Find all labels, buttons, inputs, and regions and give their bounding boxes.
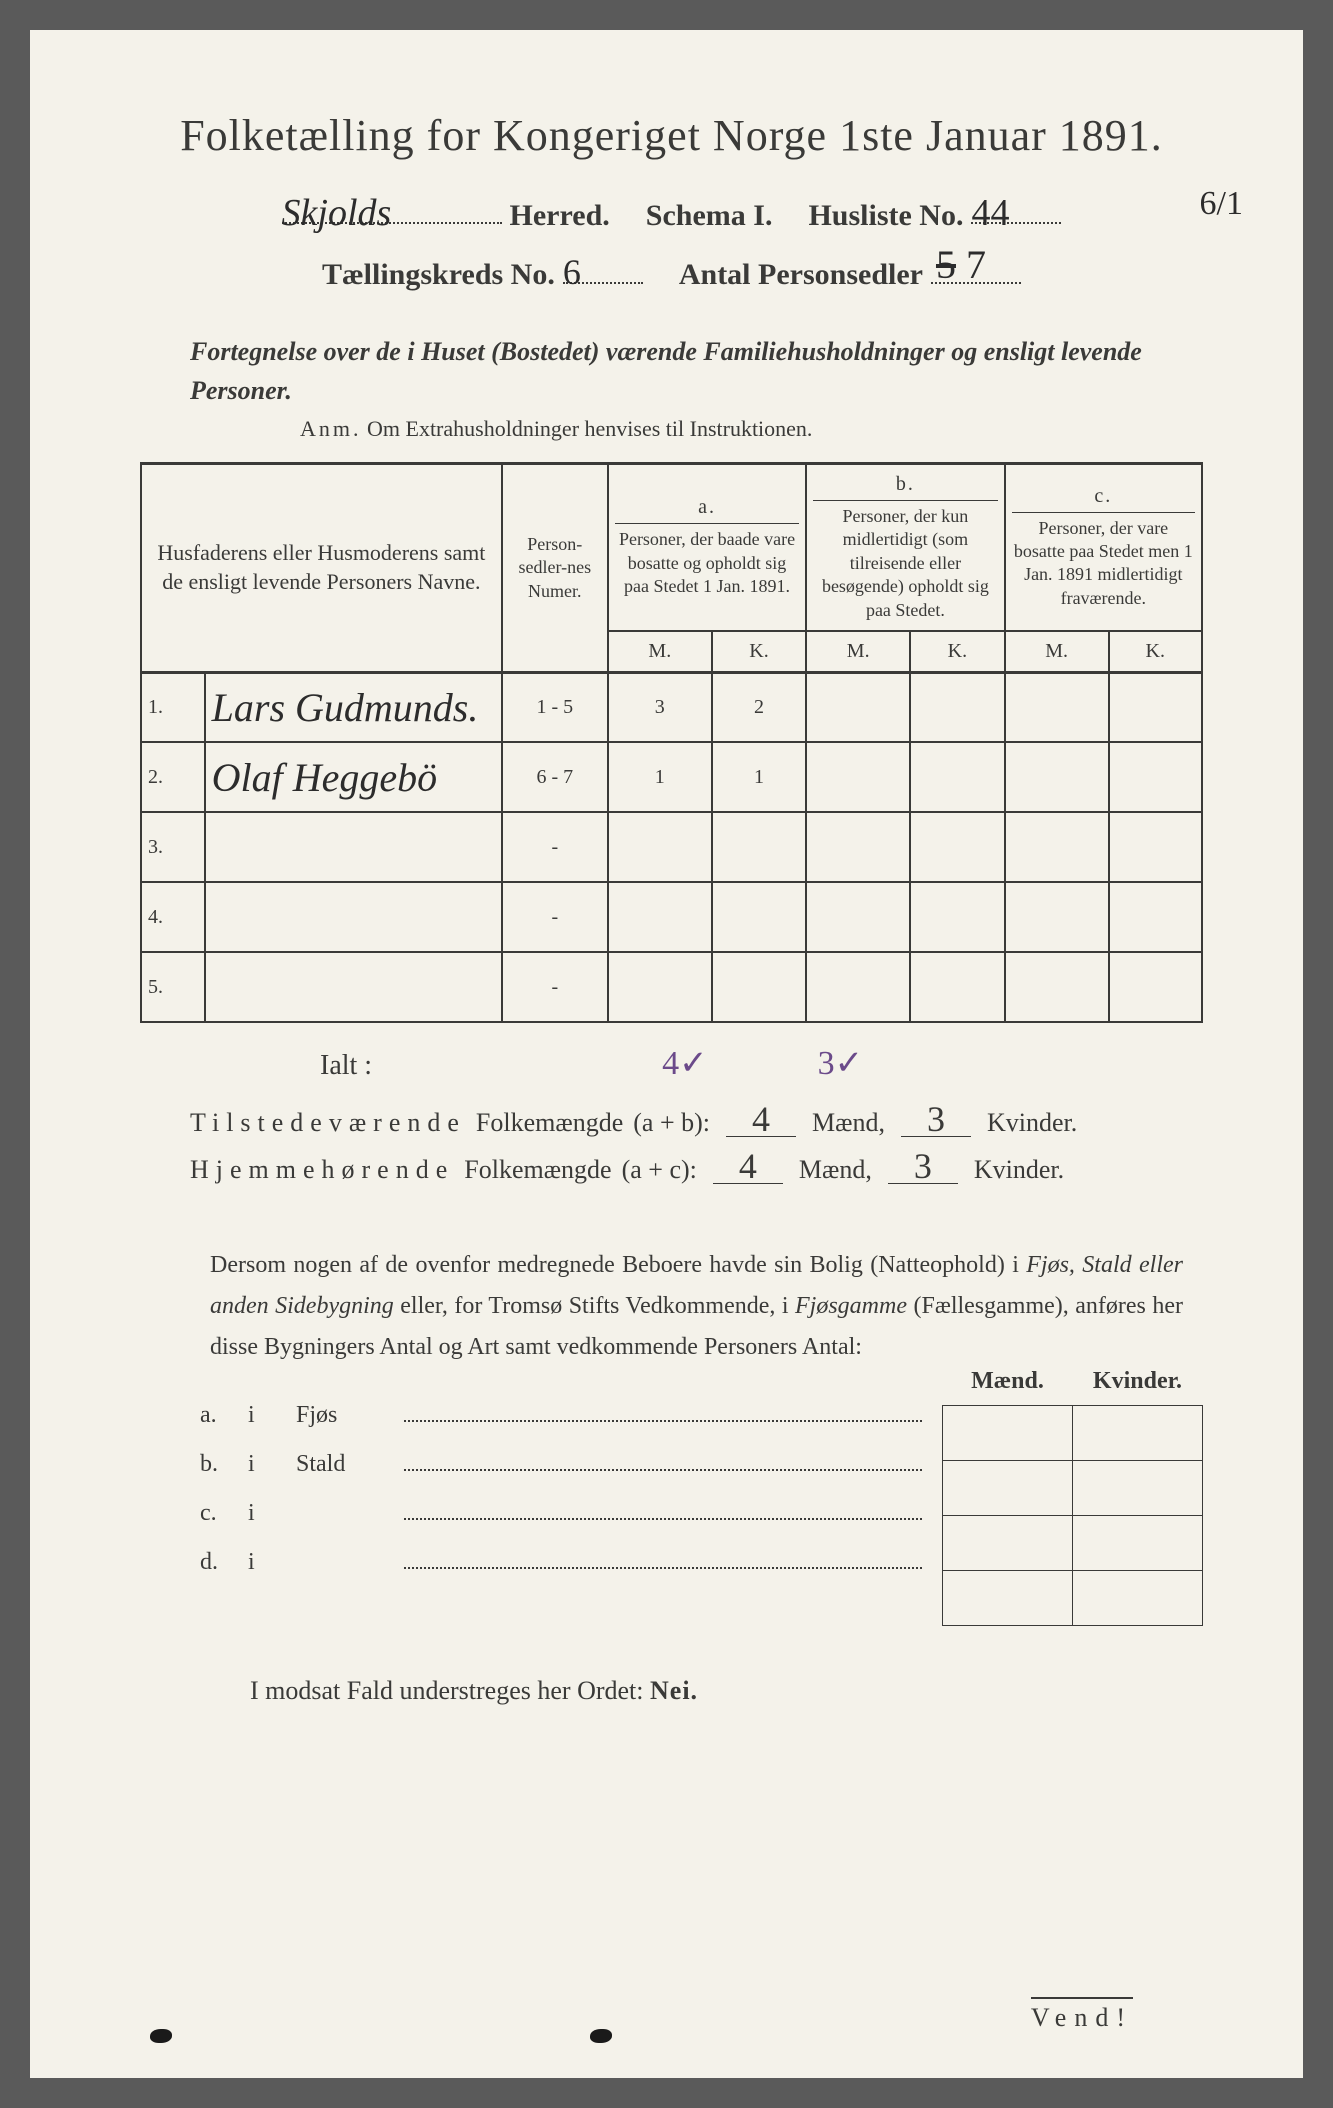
col-a-letter: a. — [615, 496, 799, 524]
table-row: 3.- — [141, 812, 1202, 882]
outbuilding-list: a.iFjøs b.iStald c.i d.i — [200, 1398, 922, 1626]
th-a-k: K. — [712, 631, 806, 673]
sum1-word: Folkemængde — [476, 1108, 623, 1138]
mk-cell — [943, 1460, 1073, 1515]
ink-blot-icon — [150, 2029, 172, 2043]
antal-struck: 5 — [936, 241, 956, 288]
th-names: Husfaderens eller Husmoderens samt de en… — [148, 539, 495, 596]
outbuilding-row: c.i — [200, 1496, 922, 1527]
sum2-label: Hjemmehørende — [190, 1155, 454, 1185]
kvinder-2: Kvinder. — [974, 1155, 1064, 1185]
mk-cell — [1073, 1405, 1203, 1460]
outbuilding-row: b.iStald — [200, 1447, 922, 1478]
sum1-m: 4 — [726, 1103, 796, 1136]
table-row: 1.Lars Gudmunds.1 - 532 — [141, 672, 1202, 742]
herred-value: Skjolds — [282, 192, 392, 234]
mk-head-m: Mænd. — [943, 1358, 1073, 1406]
col-c-head: Personer, der vare bosatte paa Stedet me… — [1012, 517, 1195, 611]
sum1-formula: (a + b): — [633, 1108, 710, 1138]
sum-line-1: Tilstedeværende Folkemængde (a + b): 4 M… — [190, 1103, 1203, 1138]
th-a-m: M. — [608, 631, 712, 673]
outbuilding-row: d.i — [200, 1545, 922, 1576]
ialt-m: 4✓ — [662, 1043, 708, 1083]
ink-blot-icon — [590, 2029, 612, 2043]
schema-label: Schema I. — [646, 199, 773, 233]
outbuilding-row: a.iFjøs — [200, 1398, 922, 1429]
maend-1: Mænd, — [812, 1108, 885, 1138]
mk-table: Mænd. Kvinder. — [942, 1358, 1203, 1626]
mk-cell — [1073, 1515, 1203, 1570]
sum1-k: 3 — [901, 1103, 971, 1136]
kreds-value: 6 — [563, 252, 581, 292]
table-row: 4.- — [141, 882, 1202, 952]
census-form-page: Folketælling for Kongeriget Norge 1ste J… — [30, 30, 1303, 2078]
kreds-label: Tællingskreds No. — [322, 258, 555, 292]
mk-cell — [1073, 1460, 1203, 1515]
header-line-2: Tællingskreds No. 6 Antal Personsedler 5… — [140, 251, 1203, 292]
household-table: Husfaderens eller Husmoderens samt de en… — [140, 462, 1203, 1023]
margin-note: 6/1 — [1200, 185, 1243, 223]
anm-text: Om Extrahusholdninger henvises til Instr… — [367, 416, 812, 441]
mk-cell — [1073, 1570, 1203, 1625]
th-numer: Person-sedler-nes Numer. — [509, 533, 601, 603]
col-b-letter: b. — [813, 473, 997, 501]
sum2-formula: (a + c): — [622, 1155, 697, 1185]
husliste-label: Husliste No. — [808, 199, 963, 233]
header-line-1: Skjolds Herred. Schema I. Husliste No. 4… — [140, 191, 1203, 233]
ialt-label: Ialt : — [320, 1050, 372, 1082]
antal-value: 7 — [966, 241, 986, 288]
nei-text: I modsat Fald understreges her Ordet: — [250, 1676, 644, 1705]
mk-head-k: Kvinder. — [1073, 1358, 1203, 1406]
sum2-word: Folkemængde — [464, 1155, 611, 1185]
subtitle: Fortegnelse over de i Huset (Bostedet) v… — [190, 332, 1203, 410]
mk-cell — [943, 1515, 1073, 1570]
husliste-value: 44 — [971, 192, 1009, 234]
th-c-k: K. — [1109, 631, 1202, 673]
col-c-letter: c. — [1012, 485, 1195, 513]
page-title: Folketælling for Kongeriget Norge 1ste J… — [140, 110, 1203, 161]
mk-cell — [943, 1405, 1073, 1460]
maend-2: Mænd, — [799, 1155, 872, 1185]
sum1-label: Tilstedeværende — [190, 1108, 466, 1138]
table-row: 2.Olaf Heggebö6 - 711 — [141, 742, 1202, 812]
sum-line-2: Hjemmehørende Folkemængde (a + c): 4 Mæn… — [190, 1150, 1203, 1185]
th-b-k: K. — [910, 631, 1004, 673]
table-row: 5.- — [141, 952, 1202, 1022]
ialt-k: 3✓ — [818, 1043, 864, 1083]
ialt-row: Ialt : 4✓ 3✓ — [320, 1043, 1203, 1083]
sum2-k: 3 — [888, 1150, 958, 1183]
nei-word: Nei. — [650, 1676, 698, 1705]
vend-label: Vend! — [1031, 1997, 1133, 2033]
nei-line: I modsat Fald understreges her Ordet: Ne… — [250, 1676, 1203, 1706]
mk-cell — [943, 1570, 1073, 1625]
col-b-head: Personer, der kun midlertidigt (som tilr… — [813, 505, 997, 622]
anm-label: Anm. — [300, 416, 362, 441]
outbuilding-paragraph: Dersom nogen af de ovenfor medregnede Be… — [210, 1245, 1183, 1367]
outbuilding-section: a.iFjøsb.iStaldc.id.i Mænd. Kvinder. — [200, 1398, 1203, 1626]
kvinder-1: Kvinder. — [987, 1108, 1077, 1138]
herred-label: Herred. — [510, 199, 610, 233]
th-c-m: M. — [1005, 631, 1109, 673]
col-a-head: Personer, der baade vare bosatte og opho… — [615, 528, 799, 598]
anm-line: Anm. Om Extrahusholdninger henvises til … — [300, 416, 1203, 442]
th-b-m: M. — [806, 631, 910, 673]
antal-label: Antal Personsedler — [679, 258, 923, 292]
sum2-m: 4 — [713, 1150, 783, 1183]
